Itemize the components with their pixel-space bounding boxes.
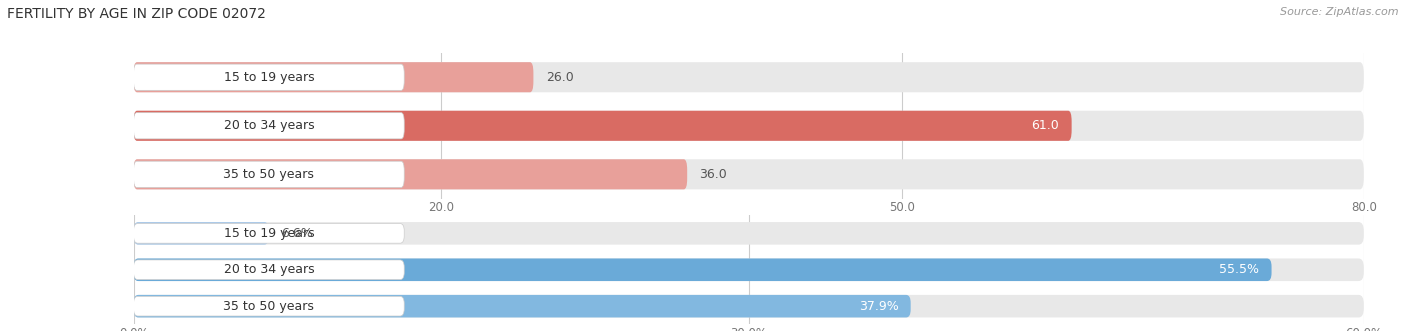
FancyBboxPatch shape xyxy=(134,62,1364,92)
Text: 26.0: 26.0 xyxy=(546,71,574,84)
Text: 36.0: 36.0 xyxy=(699,168,727,181)
FancyBboxPatch shape xyxy=(134,161,405,187)
FancyBboxPatch shape xyxy=(134,259,1364,281)
Text: 37.9%: 37.9% xyxy=(859,300,898,313)
Text: 20 to 34 years: 20 to 34 years xyxy=(224,119,314,132)
FancyBboxPatch shape xyxy=(134,296,405,316)
FancyBboxPatch shape xyxy=(134,259,1271,281)
Text: FERTILITY BY AGE IN ZIP CODE 02072: FERTILITY BY AGE IN ZIP CODE 02072 xyxy=(7,7,266,21)
FancyBboxPatch shape xyxy=(134,223,405,243)
Text: Source: ZipAtlas.com: Source: ZipAtlas.com xyxy=(1281,7,1399,17)
FancyBboxPatch shape xyxy=(134,111,1071,141)
FancyBboxPatch shape xyxy=(134,111,1364,141)
Text: 55.5%: 55.5% xyxy=(1219,263,1260,276)
Text: 61.0: 61.0 xyxy=(1032,119,1059,132)
Text: 6.6%: 6.6% xyxy=(281,227,314,240)
FancyBboxPatch shape xyxy=(134,295,911,317)
FancyBboxPatch shape xyxy=(134,62,533,92)
Text: 15 to 19 years: 15 to 19 years xyxy=(224,71,314,84)
Text: 35 to 50 years: 35 to 50 years xyxy=(224,168,315,181)
FancyBboxPatch shape xyxy=(134,260,405,280)
FancyBboxPatch shape xyxy=(134,64,405,90)
FancyBboxPatch shape xyxy=(134,159,688,189)
Text: 15 to 19 years: 15 to 19 years xyxy=(224,227,314,240)
FancyBboxPatch shape xyxy=(134,113,405,139)
FancyBboxPatch shape xyxy=(134,222,1364,245)
Text: 20 to 34 years: 20 to 34 years xyxy=(224,263,314,276)
FancyBboxPatch shape xyxy=(134,159,1364,189)
FancyBboxPatch shape xyxy=(134,295,1364,317)
FancyBboxPatch shape xyxy=(134,222,269,245)
Text: 35 to 50 years: 35 to 50 years xyxy=(224,300,315,313)
